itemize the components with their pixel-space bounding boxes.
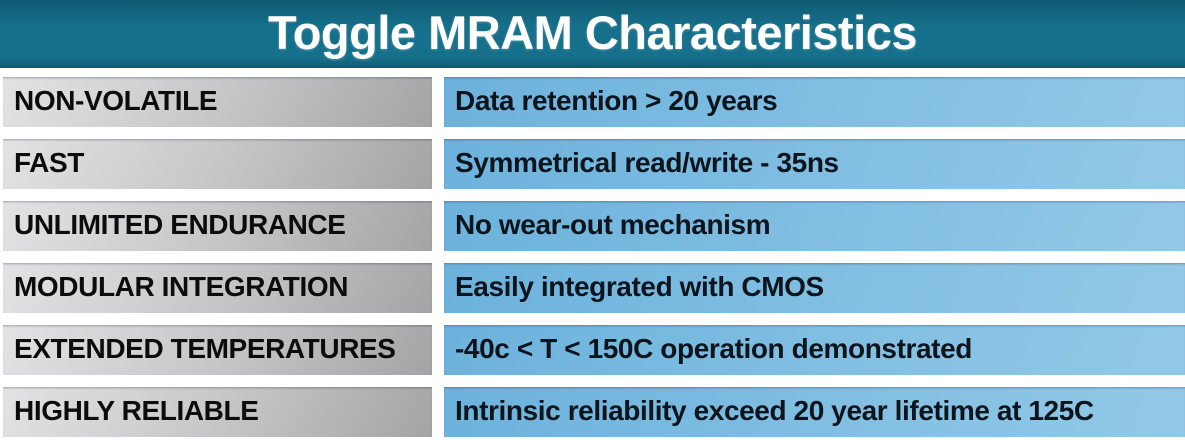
figure-title: Toggle MRAM Characteristics — [268, 5, 917, 59]
row-value: Intrinsic reliability exceed 20 year lif… — [444, 387, 1185, 437]
table-row: HIGHLY RELIABLE Intrinsic reliability exc… — [3, 387, 1185, 437]
table-row: FAST Symmetrical read/write - 35ns — [3, 139, 1185, 189]
row-label: NON-VOLATILE — [3, 77, 432, 127]
row-label: FAST — [3, 139, 432, 189]
row-value: -40c < T < 150C operation demonstrated — [444, 325, 1185, 375]
row-label: HIGHLY RELIABLE — [3, 387, 432, 437]
row-value: No wear-out mechanism — [444, 201, 1185, 251]
figure-header: Toggle MRAM Characteristics — [0, 0, 1185, 68]
row-value: Easily integrated with CMOS — [444, 263, 1185, 313]
table-row: NON-VOLATILE Data retention > 20 years — [3, 77, 1185, 127]
row-label: MODULAR INTEGRATION — [3, 263, 432, 313]
row-label: EXTENDED TEMPERATURES — [3, 325, 432, 375]
row-label: UNLIMITED ENDURANCE — [3, 201, 432, 251]
table-row: EXTENDED TEMPERATURES -40c < T < 150C ope… — [3, 325, 1185, 375]
row-value: Data retention > 20 years — [444, 77, 1185, 127]
row-value: Symmetrical read/write - 35ns — [444, 139, 1185, 189]
table-row: MODULAR INTEGRATION Easily integrated wit… — [3, 263, 1185, 313]
table-row: UNLIMITED ENDURANCE No wear-out mechanism — [3, 201, 1185, 251]
characteristics-table: NON-VOLATILE Data retention > 20 years FAS… — [0, 77, 1185, 437]
